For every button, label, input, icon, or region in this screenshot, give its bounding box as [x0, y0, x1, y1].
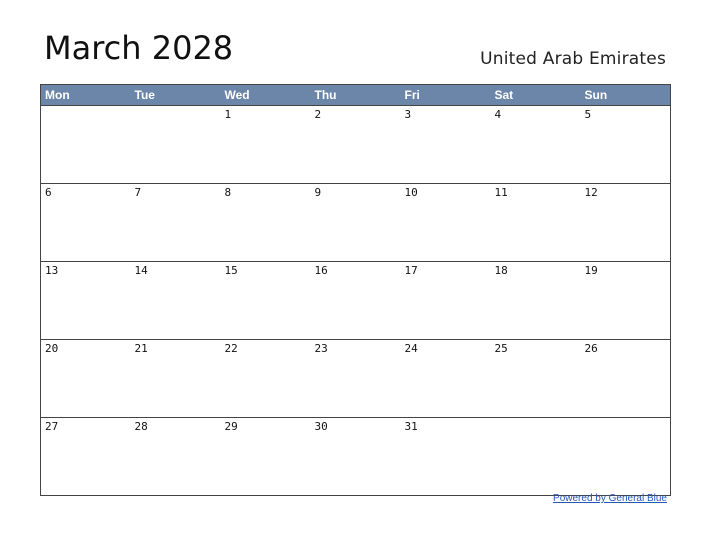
week-row: 13 14 15 16 17 18 19 — [40, 261, 671, 340]
week-row: 27 28 29 30 31 — [40, 417, 671, 496]
day-cell: 3 — [400, 105, 491, 184]
weekday-thu: Thu — [310, 84, 401, 106]
weekday-tue: Tue — [130, 84, 221, 106]
day-cell: 12 — [580, 183, 671, 262]
day-cell: 10 — [400, 183, 491, 262]
day-cell: 21 — [130, 339, 221, 418]
day-cell: 4 — [490, 105, 581, 184]
day-cell: 11 — [490, 183, 581, 262]
day-cell: 31 — [400, 417, 491, 496]
day-cell: 15 — [220, 261, 311, 340]
day-cell: 18 — [490, 261, 581, 340]
day-cell: 27 — [40, 417, 131, 496]
day-cell: 17 — [400, 261, 491, 340]
day-cell: 6 — [40, 183, 131, 262]
week-row: 6 7 8 9 10 11 12 — [40, 183, 671, 262]
day-cell: 26 — [580, 339, 671, 418]
weekday-fri: Fri — [400, 84, 491, 106]
day-cell — [40, 105, 131, 184]
day-cell: 19 — [580, 261, 671, 340]
calendar-grid: Mon Tue Wed Thu Fri Sat Sun 1 2 3 4 5 6 … — [40, 84, 671, 496]
day-cell: 22 — [220, 339, 311, 418]
weekday-wed: Wed — [220, 84, 311, 106]
day-cell: 7 — [130, 183, 221, 262]
country-name: United Arab Emirates — [480, 49, 666, 69]
weekday-header-row: Mon Tue Wed Thu Fri Sat Sun — [40, 84, 671, 106]
day-cell: 16 — [310, 261, 401, 340]
day-cell: 8 — [220, 183, 311, 262]
day-cell — [490, 417, 581, 496]
week-row: 1 2 3 4 5 — [40, 105, 671, 184]
powered-by-link[interactable]: Powered by General Blue — [553, 493, 667, 504]
weekday-sun: Sun — [580, 84, 671, 106]
day-cell: 24 — [400, 339, 491, 418]
day-cell: 25 — [490, 339, 581, 418]
day-cell — [130, 105, 221, 184]
day-cell: 2 — [310, 105, 401, 184]
weekday-sat: Sat — [490, 84, 581, 106]
week-row: 20 21 22 23 24 25 26 — [40, 339, 671, 418]
day-cell: 23 — [310, 339, 401, 418]
day-cell: 28 — [130, 417, 221, 496]
weekday-mon: Mon — [40, 84, 131, 106]
day-cell: 20 — [40, 339, 131, 418]
day-cell — [580, 417, 671, 496]
day-cell: 5 — [580, 105, 671, 184]
day-cell: 29 — [220, 417, 311, 496]
day-cell: 14 — [130, 261, 221, 340]
day-cell: 30 — [310, 417, 401, 496]
day-cell: 13 — [40, 261, 131, 340]
day-cell: 1 — [220, 105, 311, 184]
day-cell: 9 — [310, 183, 401, 262]
page-title: March 2028 — [44, 29, 234, 67]
